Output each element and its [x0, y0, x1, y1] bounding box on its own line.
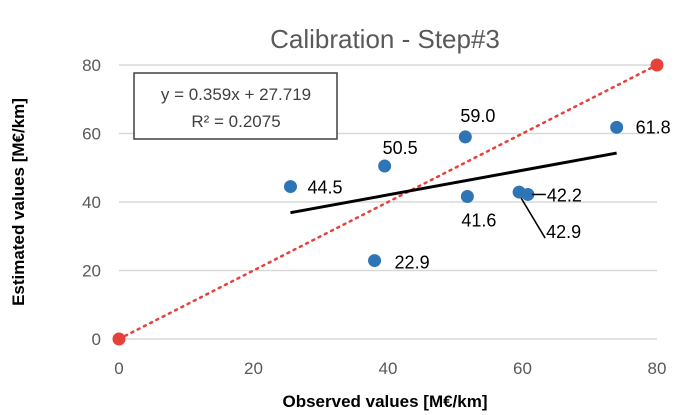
identity-endpoint-marker: [650, 58, 664, 72]
x-tick-label: 40: [379, 359, 398, 378]
data-point: [368, 254, 382, 268]
data-label: 41.6: [461, 211, 496, 231]
equation-box: y = 0.359x + 27.719 R² = 0.2075: [133, 72, 338, 140]
data-point: [283, 180, 297, 194]
x-tick-label: 0: [114, 359, 123, 378]
chart-title: Calibration - Step#3: [270, 24, 500, 54]
data-point: [458, 130, 472, 144]
data-point: [610, 120, 624, 134]
identity-endpoint-marker: [112, 332, 126, 346]
data-label: 50.5: [383, 138, 418, 158]
y-tick-label: 40: [82, 193, 101, 212]
data-label: 22.9: [395, 253, 430, 273]
equation-line-1: y = 0.359x + 27.719: [161, 85, 311, 104]
y-tick-label: 20: [82, 262, 101, 281]
data-label: 59.0: [460, 106, 495, 126]
x-tick-label: 80: [648, 359, 667, 378]
data-point: [378, 159, 392, 173]
data-label: 61.8: [636, 117, 671, 137]
y-axis-label: Estimated values [M€/km]: [9, 98, 28, 306]
y-tick-label: 60: [82, 125, 101, 144]
x-tick-label: 60: [513, 359, 532, 378]
equation-line-2: R² = 0.2075: [191, 112, 280, 131]
y-tick-label: 80: [82, 56, 101, 75]
x-axis-label: Observed values [M€/km]: [282, 392, 487, 411]
trend-line: [290, 151, 617, 215]
data-point: [521, 187, 535, 201]
x-tick-label: 20: [244, 359, 263, 378]
data-label: 42.9: [546, 222, 581, 242]
label-leader-line: [520, 197, 546, 239]
y-tick-label: 0: [92, 330, 101, 349]
data-label: 42.2: [547, 185, 582, 205]
identity-line: [117, 63, 659, 341]
data-point: [460, 190, 474, 204]
data-label: 44.5: [307, 178, 342, 198]
